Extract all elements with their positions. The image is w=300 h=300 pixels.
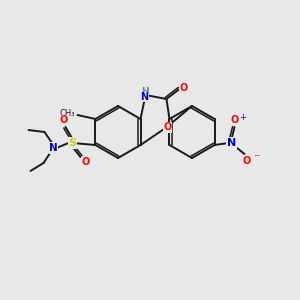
Text: O: O [81, 157, 90, 167]
Text: CH₃: CH₃ [60, 110, 76, 118]
Text: N: N [140, 92, 148, 102]
Text: H: H [141, 86, 148, 95]
Text: N: N [227, 138, 236, 148]
Text: S: S [68, 138, 76, 148]
Text: N: N [49, 143, 58, 153]
Text: O: O [59, 115, 68, 125]
Text: +: + [239, 113, 246, 122]
Text: ⁻: ⁻ [253, 152, 260, 166]
Text: O: O [242, 156, 250, 166]
Text: O: O [163, 122, 171, 133]
Text: O: O [179, 83, 188, 93]
Text: O: O [230, 115, 238, 125]
